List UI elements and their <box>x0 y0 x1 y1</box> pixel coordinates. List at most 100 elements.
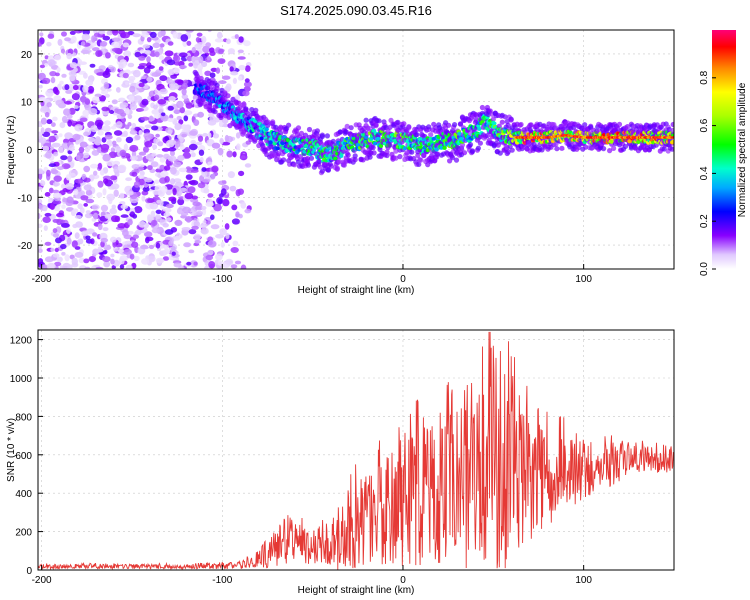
spectrogram-noise-cell <box>143 146 149 153</box>
spectrogram-noise-cell <box>124 186 131 192</box>
spectrogram-noise-cell <box>129 211 136 218</box>
spectrogram-noise-cell <box>51 122 56 127</box>
spectrogram-noise-cell <box>159 251 164 257</box>
spectrogram-noise-cell <box>137 65 145 70</box>
spectrogram-noise-cell <box>164 165 171 171</box>
spectrogram-noise-cell <box>215 67 221 74</box>
spectrogram-noise-cell <box>95 136 101 144</box>
spectrogram-noise-cell <box>189 130 198 136</box>
spectrogram-noise-cell <box>127 218 133 226</box>
spectrogram-noise-cell <box>157 31 163 38</box>
spectrogram-ridge-halo <box>371 150 377 156</box>
spectrogram-noise-cell <box>193 221 200 227</box>
spectrogram-ridge-halo <box>418 157 424 163</box>
spectrogram-noise-cell <box>38 198 43 205</box>
spectrogram-noise-cell <box>77 238 84 244</box>
spectrogram-noise-cell <box>159 75 168 82</box>
spectrogram-noise-cell <box>205 201 214 207</box>
spectrogram-ridge-halo <box>337 129 343 135</box>
spectrogram-noise-cell <box>129 103 137 111</box>
spectrogram-noise-cell <box>174 219 183 226</box>
spectrogram-noise-cell <box>119 102 129 108</box>
spectrogram-noise-cell <box>92 232 98 237</box>
spectrogram-noise-cell <box>134 206 143 214</box>
spectrogram-noise-cell <box>141 258 150 265</box>
spectrogram-noise-cell <box>168 196 177 202</box>
spectrogram-ridge-cell <box>442 145 447 150</box>
spectrogram-noise-cell <box>211 142 221 149</box>
spectrogram-ridge-halo <box>295 159 302 165</box>
spectrogram-ridge-halo <box>270 119 276 125</box>
spectrogram-noise-cell <box>70 35 77 44</box>
spectrogram-noise-cell <box>112 30 119 36</box>
spectrogram-noise-cell <box>160 114 169 122</box>
spectrogram-noise-cell <box>79 141 88 148</box>
spectrogram-noise-cell <box>163 212 171 218</box>
spectrogram-noise-cell <box>167 68 176 76</box>
spectrogram-noise-cell <box>83 203 88 207</box>
colorbar-tick-label: 0.0 <box>699 262 710 276</box>
spectrogram-noise-cell <box>154 51 160 58</box>
spectrogram-ridge-halo <box>528 122 534 128</box>
colorbar-gradient <box>712 30 736 269</box>
spectrogram-noise-cell <box>64 254 70 262</box>
spectrogram-noise-cell <box>97 162 103 170</box>
spectrogram-noise-cell <box>232 151 237 158</box>
spectrogram-noise-cell <box>212 133 220 139</box>
spectrogram-noise-cell <box>152 144 158 150</box>
spectrogram-noise-cell <box>174 235 181 241</box>
spectrogram-noise-cell <box>206 56 211 61</box>
spectrogram-noise-cell <box>53 175 62 182</box>
spectrogram-noise-cell <box>144 49 151 55</box>
spectrogram-noise-cell <box>102 227 109 232</box>
spectrogram-noise-cell <box>217 58 226 64</box>
colorbar-tick-label: 0.8 <box>699 70 710 84</box>
spectrogram-noise-cell <box>60 48 66 54</box>
spectrogram-ridge-halo <box>426 124 432 130</box>
spectrogram-noise-cell <box>90 238 95 245</box>
spectrogram-ridge-halo <box>344 123 350 129</box>
spectrogram-noise-cell <box>207 240 217 248</box>
spectrogram-noise-cell <box>142 44 150 49</box>
spectrogram-ridge-halo <box>624 124 631 130</box>
spectrogram-noise-cell <box>68 71 77 76</box>
spectrogram-noise-cell <box>161 185 168 193</box>
spectrogram-ridge-cell <box>356 142 361 147</box>
spectrogram-noise-cell <box>54 54 62 61</box>
spectrogram-noise-cell <box>95 248 104 253</box>
spectrogram-noise-cell <box>140 116 150 121</box>
spectrogram-noise-cell <box>132 33 141 38</box>
spectrogram-noise-cell <box>190 169 199 173</box>
spectrogram-ridge-halo <box>236 100 242 106</box>
spectrogram-noise-cell <box>245 65 251 72</box>
spectrogram-noise-cell <box>77 203 83 210</box>
spectrogram-noise-cell <box>167 155 177 162</box>
spectrogram-noise-cell <box>149 115 154 122</box>
spectrogram-ridge-halo <box>247 114 253 120</box>
spectrogram-noise-cell <box>44 212 52 217</box>
spectrogram-ridge-halo <box>363 117 369 123</box>
spectrogram-noise-cell <box>122 72 129 79</box>
spectrogram-x-axis-label: Height of straight line (km) <box>298 285 415 296</box>
spectrogram-noise-cell <box>147 214 152 222</box>
spectrogram-noise-cell <box>109 110 115 114</box>
spectrogram-noise-cell <box>151 125 159 131</box>
snr-frame <box>37 329 675 571</box>
spectrogram-noise-cell <box>198 149 205 156</box>
spectrogram-noise-cell <box>100 204 109 212</box>
spectrogram-noise-cell <box>146 65 155 69</box>
spectrogram-ridge-halo <box>518 121 524 128</box>
spectrogram-noise-cell <box>83 131 90 137</box>
spectrogram-ridge-cell <box>636 140 641 144</box>
spectrogram-noise-cell <box>73 105 79 109</box>
spectrogram-noise-cell <box>154 113 161 119</box>
spectrogram-ridge-halo <box>497 150 503 156</box>
spectrogram-noise-cell <box>123 249 132 255</box>
spectrogram-noise-cell <box>65 174 72 181</box>
spectrogram-noise-cell <box>201 170 208 178</box>
spectrogram-noise-cell <box>173 109 181 115</box>
spectrogram-ridge-halo <box>446 122 452 128</box>
spectrogram-noise-cell <box>81 230 89 237</box>
spectrogram-ridge-halo <box>218 114 224 121</box>
spectrogram-noise-cell <box>182 206 192 214</box>
